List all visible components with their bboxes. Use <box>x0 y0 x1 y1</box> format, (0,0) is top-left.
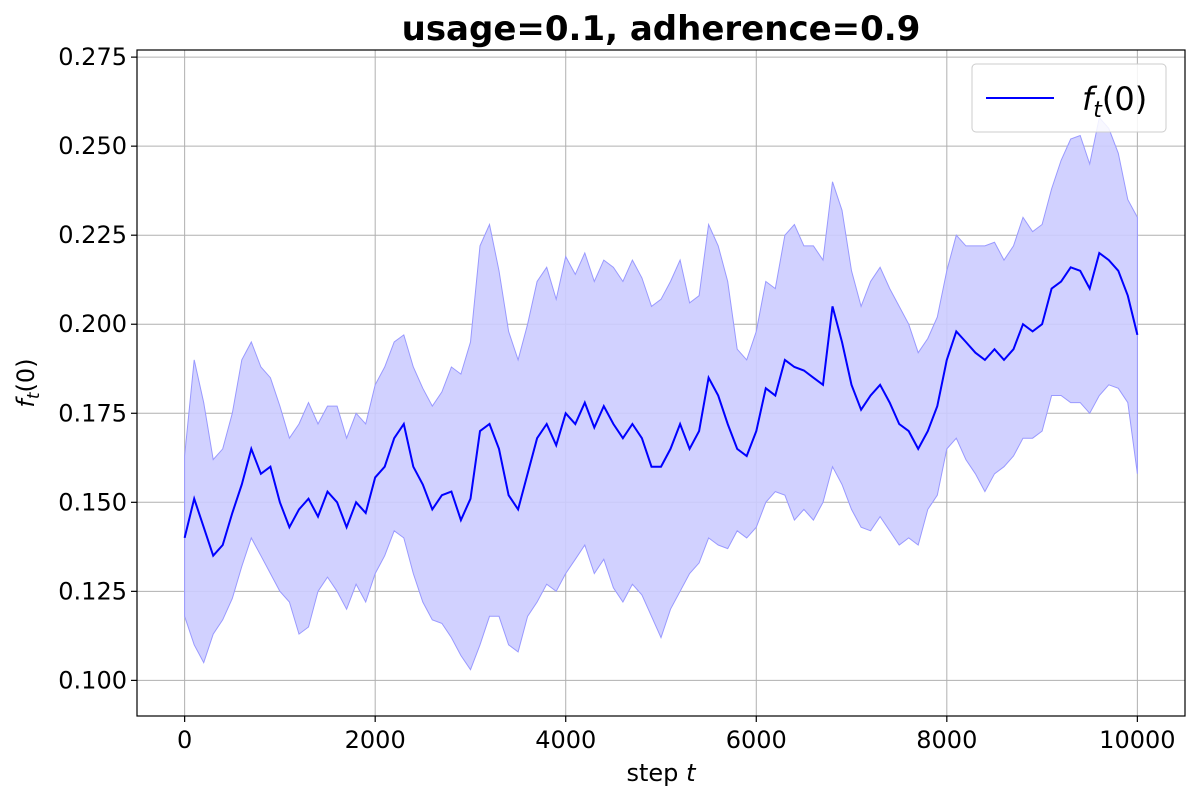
series-line <box>183 251 1139 558</box>
y-axis-ticks: 0.100 0.125 0.150 0.175 0.200 0.225 0.250 0.275 <box>58 43 137 694</box>
x-tick-label: 6000 <box>726 726 787 754</box>
x-axis-ticks: 0 2000 4000 6000 8000 10000 <box>177 716 1176 754</box>
x-tick-label: 2000 <box>345 726 406 754</box>
y-axis-label: ft(0) <box>12 358 44 407</box>
y-tick-label: 0.100 <box>58 666 127 694</box>
plot-frame <box>136 49 1186 717</box>
x-tick-label: 10000 <box>1099 726 1175 754</box>
legend-label: ft(0) <box>1082 80 1147 123</box>
legend-label-sub: t <box>1093 98 1103 123</box>
confidence-band <box>184 116 1138 671</box>
y-tick-label: 0.150 <box>58 488 127 516</box>
chart-title: usage=0.1, adherence=0.9 <box>402 9 921 49</box>
legend: ft(0) <box>971 63 1167 133</box>
y-tick-label: 0.200 <box>58 310 127 338</box>
y-tick-label: 0.175 <box>58 399 127 427</box>
y-axis-label-arg: (0) <box>12 358 40 392</box>
x-tick-label: 4000 <box>535 726 596 754</box>
y-tick-label: 0.250 <box>58 132 127 160</box>
y-tick-label: 0.275 <box>58 43 127 71</box>
legend-label-arg: (0) <box>1102 80 1147 118</box>
x-axis-label-var: t <box>686 759 697 787</box>
y-tick-label: 0.125 <box>58 577 127 605</box>
x-axis-label-space <box>678 759 686 787</box>
x-tick-label: 8000 <box>916 726 977 754</box>
x-axis-label: step t <box>627 759 698 787</box>
legend-box <box>971 63 1167 133</box>
x-tick-label: 0 <box>177 726 192 754</box>
x-axis-label-text: step <box>627 759 679 787</box>
y-axis-label-sub: t <box>24 391 44 399</box>
y-tick-label: 0.225 <box>58 221 127 249</box>
